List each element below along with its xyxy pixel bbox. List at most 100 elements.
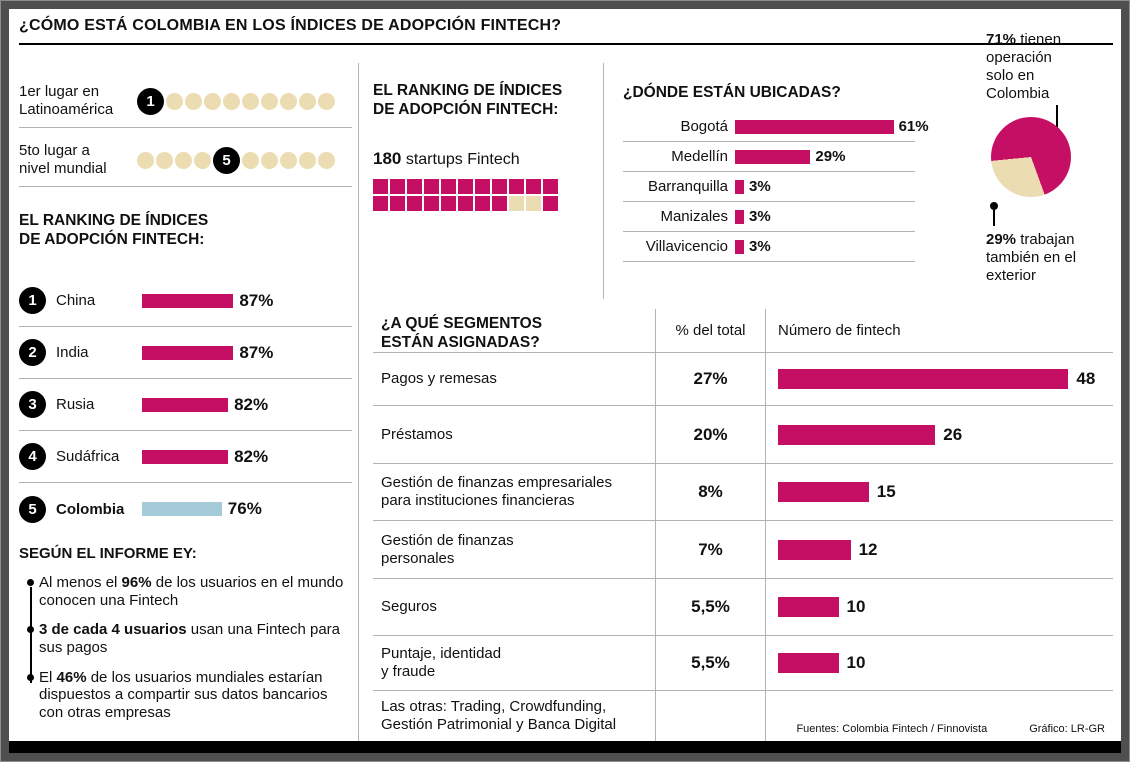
segments-heading: ¿A QUÉ SEGMENTOS ESTÁN ASIGNADAS? <box>373 309 656 353</box>
country-value: 82% <box>234 394 269 414</box>
segment-pct: 8% <box>656 464 766 521</box>
ey-report-list: Al menos el 96% de los usuarios en el mu… <box>19 574 353 722</box>
pie-label-foreign: 29% trabajan también en el exterior <box>986 231 1077 284</box>
position-dot <box>299 151 316 169</box>
ey-bullet-item: 3 de cada 4 usuarios usan una Fintech pa… <box>19 621 353 656</box>
waffle-cell <box>492 196 507 211</box>
waffle-cell <box>390 196 405 211</box>
world-position-dots: 5 <box>137 146 335 174</box>
world-position-row: 5to lugar a nivel mundial 5 <box>19 134 352 187</box>
waffle-cell <box>509 179 524 194</box>
rank-badge: 5 <box>19 495 46 523</box>
position-dot <box>185 92 202 110</box>
latam-position-label: 1er lugar en Latinoamérica <box>19 83 114 118</box>
segment-pct: 5,5% <box>656 636 766 691</box>
country-bar <box>142 397 229 412</box>
position-dot <box>156 151 173 169</box>
waffle-cell <box>373 196 388 211</box>
waffle-cell <box>492 179 507 194</box>
position-dot <box>280 92 297 110</box>
location-row: Barranquilla 3% <box>623 172 915 202</box>
waffle-cell <box>390 179 405 194</box>
position-dot <box>261 151 278 169</box>
position-dot <box>318 92 335 110</box>
segment-label: Préstamos <box>373 406 656 464</box>
position-dot <box>223 92 240 110</box>
bullet-dot <box>27 579 34 586</box>
startups-count-line: 180 startups Fintech <box>373 149 520 169</box>
footer-credit: Gráfico: LR-GR <box>1029 723 1105 735</box>
position-dot <box>194 151 211 169</box>
segment-bar-cell: 15 <box>766 464 1113 521</box>
segment-pct: 7% <box>656 521 766 579</box>
rank-5-marker: 5 <box>213 146 240 174</box>
segment-bar <box>778 369 1069 389</box>
pie-label-domestic: 71% tienen operación solo en Colombia <box>986 31 1062 102</box>
position-dot <box>175 151 192 169</box>
city-label: Manizales <box>660 208 728 225</box>
city-label: Barranquilla <box>647 178 728 195</box>
bottom-black-bar <box>9 741 1121 753</box>
waffle-cell <box>458 179 473 194</box>
segment-pct: 20% <box>656 406 766 464</box>
city-bar <box>735 179 744 194</box>
segment-bar <box>778 482 869 502</box>
segment-pct: 27% <box>656 353 766 406</box>
segment-count: 48 <box>1076 369 1096 388</box>
pie-leader-line-top <box>1056 105 1058 127</box>
segment-bar-cell: 12 <box>766 521 1113 579</box>
waffle-cell <box>424 196 439 211</box>
operations-pie-chart <box>991 117 1071 197</box>
city-label: Medellín <box>671 148 728 165</box>
ranking-heading: EL RANKING DE ÍNDICES DE ADOPCIÓN FINTEC… <box>19 212 209 249</box>
footer-sources: Fuentes: Colombia Fintech / Finnovista <box>796 723 988 735</box>
waffle-cell <box>441 179 456 194</box>
waffle-cell <box>475 179 490 194</box>
waffle-cell <box>458 196 473 211</box>
country-value: 82% <box>234 446 269 466</box>
footer: Fuentes: Colombia Fintech / Finnovista G… <box>766 691 1113 741</box>
waffle-cell <box>424 179 439 194</box>
segment-bar <box>778 424 936 445</box>
location-row: Bogotá 61% <box>623 112 929 142</box>
segment-bar-cell: 10 <box>766 579 1113 636</box>
position-dot <box>166 92 183 110</box>
startups-heading: EL RANKING DE ÍNDICES DE ADOPCIÓN FINTEC… <box>373 82 563 119</box>
pie-marker-dot-bottom <box>990 202 998 210</box>
segment-count: 10 <box>846 653 866 672</box>
column-divider-left <box>358 63 359 743</box>
waffle-cell <box>441 196 456 211</box>
country-value: 87% <box>239 290 274 310</box>
waffle-cell <box>526 196 541 211</box>
ey-report-heading: SEGÚN EL INFORME EY: <box>19 545 197 562</box>
rank-badge: 2 <box>19 339 46 366</box>
startups-count-label: startups Fintech <box>405 151 520 168</box>
segment-label: Pagos y remesas <box>373 353 656 406</box>
segment-pct: 5,5% <box>656 579 766 636</box>
world-position-label: 5to lugar a nivel mundial <box>19 142 107 177</box>
segments-col-pct-header: % del total <box>656 309 766 353</box>
waffle-cell <box>526 179 541 194</box>
ey-bullet-item: Al menos el 96% de los usuarios en el mu… <box>19 574 353 609</box>
city-value: 3% <box>749 208 771 225</box>
country-bar <box>142 449 229 464</box>
segment-count: 10 <box>846 597 866 616</box>
position-dot <box>242 151 259 169</box>
city-label: Villavicencio <box>645 238 728 255</box>
locations-bar-chart: Bogotá 61% Medellín 29% Barranquilla 3% Maniza… <box>623 112 929 262</box>
country-bar <box>142 345 234 360</box>
segment-bar <box>778 597 839 617</box>
country-label: China <box>56 292 96 309</box>
city-label: Bogotá <box>680 118 728 135</box>
startups-waffle-chart <box>373 179 559 211</box>
ranking-row: 1 China 87% <box>19 275 352 327</box>
position-dot <box>204 92 221 110</box>
bullet-dot <box>27 673 34 681</box>
country-bar <box>142 502 222 516</box>
segment-label: Gestión de finanzas personales <box>373 521 656 579</box>
waffle-cell <box>407 179 422 194</box>
position-dot <box>299 92 316 110</box>
country-label: Rusia <box>56 396 95 413</box>
ranking-row: 5 Colombia 76% <box>19 483 352 535</box>
